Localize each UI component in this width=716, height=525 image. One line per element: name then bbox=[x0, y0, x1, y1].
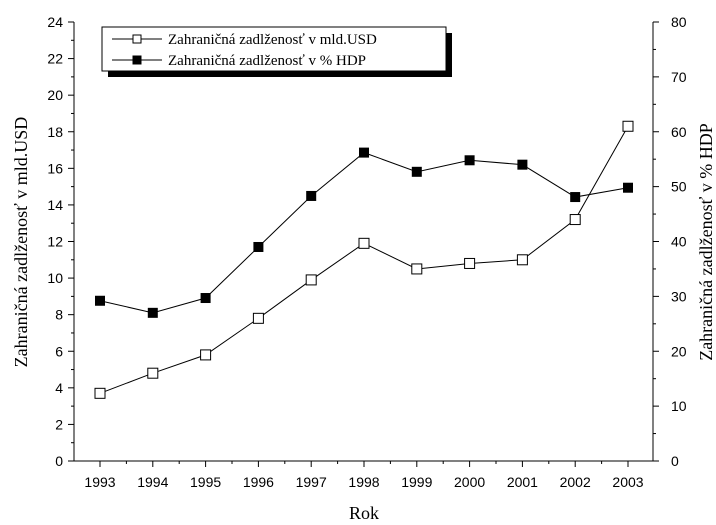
left-tick-label: 22 bbox=[47, 51, 63, 67]
right-tick-label: 20 bbox=[671, 343, 687, 359]
right-tick-label: 70 bbox=[671, 69, 687, 85]
right-tick-label: 80 bbox=[671, 14, 687, 30]
x-tick-label: 2003 bbox=[612, 474, 643, 490]
x-tick-label: 1997 bbox=[296, 474, 327, 490]
right-axis-ticks: 0 10 20 30 40 50 60 70 80 bbox=[653, 14, 687, 469]
right-tick-label: 0 bbox=[671, 453, 679, 469]
left-tick-label: 24 bbox=[47, 14, 63, 30]
left-tick-label: 12 bbox=[47, 234, 63, 250]
left-tick-label: 14 bbox=[47, 197, 63, 213]
series-1-point bbox=[200, 293, 211, 304]
x-tick-label: 1999 bbox=[401, 474, 432, 490]
x-tick-label: 1996 bbox=[243, 474, 274, 490]
left-tick-label: 6 bbox=[55, 343, 63, 359]
left-tick-label: 18 bbox=[47, 124, 63, 140]
series-0-point bbox=[516, 254, 528, 266]
series-line-1 bbox=[99, 152, 629, 314]
series-0-point bbox=[569, 214, 581, 226]
x-tick-label: 2002 bbox=[560, 474, 591, 490]
left-axis-title: Zahraničná zadlženosť v mld.USD bbox=[11, 117, 31, 368]
legend-label-hdp: Zahraničná zadlženosť v % HDP bbox=[168, 53, 366, 69]
legend-open-square-marker bbox=[132, 34, 142, 44]
x-tick-label: 2001 bbox=[507, 474, 538, 490]
left-tick-label: 16 bbox=[47, 160, 63, 176]
series-1-point bbox=[359, 147, 369, 158]
legend: Zahraničná zadlženosť v mld.USD Zahranič… bbox=[101, 26, 452, 77]
series-0-point bbox=[358, 237, 370, 249]
x-tick-label: 1995 bbox=[190, 474, 221, 490]
series-1-point bbox=[95, 295, 105, 306]
x-tick-label: 2000 bbox=[454, 474, 485, 490]
series-0-point bbox=[622, 120, 634, 132]
right-tick-label: 30 bbox=[671, 288, 687, 304]
series-0-point bbox=[94, 387, 106, 399]
series-1-point bbox=[570, 192, 581, 203]
series-0-point bbox=[305, 274, 317, 286]
left-tick-label: 8 bbox=[55, 307, 63, 323]
series-0-point bbox=[200, 349, 212, 361]
series-1-point bbox=[623, 182, 633, 193]
series-0-point bbox=[252, 312, 264, 324]
legend-entry-usd: Zahraničná zadlženosť v mld.USD bbox=[112, 32, 377, 48]
series-1-point bbox=[147, 307, 158, 318]
series-line-0 bbox=[99, 126, 629, 394]
series-0-point bbox=[464, 257, 476, 269]
right-tick-label: 50 bbox=[671, 179, 687, 195]
left-tick-label: 4 bbox=[55, 380, 63, 396]
series-1-point bbox=[517, 159, 528, 170]
x-tick-label: 1998 bbox=[348, 474, 379, 490]
legend-entry-hdp: Zahraničná zadlženosť v % HDP bbox=[112, 53, 366, 69]
series-0-point bbox=[411, 263, 423, 275]
left-tick-label: 2 bbox=[55, 416, 63, 432]
x-axis-title: Rok bbox=[349, 503, 379, 523]
right-tick-label: 10 bbox=[671, 398, 687, 414]
x-tick-label: 1993 bbox=[84, 474, 115, 490]
series-0-point bbox=[147, 367, 159, 379]
series-layer bbox=[94, 120, 634, 399]
right-tick-label: 60 bbox=[671, 124, 687, 140]
left-tick-label: 20 bbox=[47, 87, 63, 103]
legend-label-usd: Zahraničná zadlženosť v mld.USD bbox=[168, 32, 377, 48]
series-1-point bbox=[411, 166, 422, 177]
left-tick-label: 10 bbox=[47, 270, 63, 286]
left-tick-label: 0 bbox=[55, 453, 63, 469]
legend-filled-square-marker bbox=[132, 55, 142, 65]
legend-box bbox=[101, 26, 447, 72]
right-tick-label: 40 bbox=[671, 234, 687, 250]
x-tick-label: 1994 bbox=[137, 474, 168, 490]
series-1-point bbox=[306, 190, 317, 201]
series-1-point bbox=[253, 241, 264, 252]
right-axis-title: Zahraničná zadlženosť v % HDP bbox=[696, 123, 716, 361]
x-axis-ticks: 1993 1994 1995 1996 1997 1998 1999 2000 2001 2002… bbox=[84, 461, 644, 490]
series-1-point bbox=[464, 155, 475, 166]
